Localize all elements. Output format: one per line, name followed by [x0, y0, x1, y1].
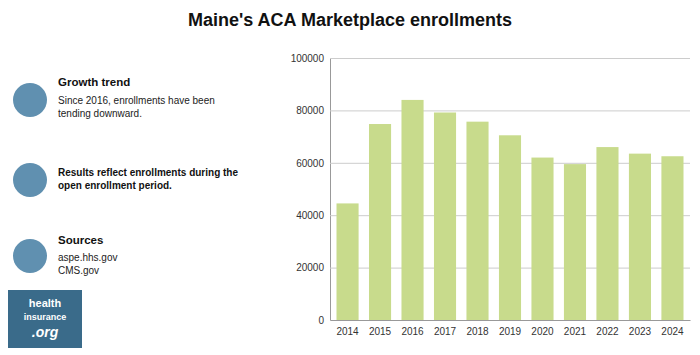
y-tick-label: 60000 — [296, 158, 324, 169]
x-tick: 2015 — [369, 320, 392, 337]
x-tick: 2021 — [564, 320, 587, 337]
x-tick-label: 2018 — [466, 326, 489, 337]
x-tick: 2023 — [629, 320, 652, 337]
x-tick-label: 2019 — [499, 326, 522, 337]
annotation-title-line: Results reflect enrollments during the — [58, 167, 238, 178]
x-tick: 2020 — [531, 320, 554, 337]
y-axis: 0 20000 40000 60000 80000 100000 — [291, 53, 690, 326]
x-tick: 2014 — [336, 320, 359, 337]
annotation-icon — [13, 83, 47, 117]
bar — [531, 158, 553, 320]
x-tick: 2018 — [466, 320, 489, 337]
logo-text-line: insurance — [24, 312, 67, 322]
y-tick-label: 0 — [318, 315, 324, 326]
bar — [661, 156, 683, 320]
bar — [499, 135, 521, 320]
x-tick-label: 2023 — [629, 326, 652, 337]
x-tick-label: 2022 — [596, 326, 619, 337]
annotation-title: Sources — [58, 234, 103, 246]
bars — [336, 100, 683, 320]
x-tick: 2022 — [596, 320, 619, 337]
annotation-title-line: open enrollment period. — [58, 180, 172, 191]
annotation-panel: Growth trend Since 2016, enrollments have… — [13, 76, 238, 276]
x-axis-line — [331, 320, 691, 321]
logo-text-line: .org — [32, 324, 59, 340]
grid-line — [330, 58, 690, 59]
grid-line — [330, 320, 690, 321]
y-tick-label: 20000 — [296, 262, 324, 273]
logo-text-line: health — [29, 297, 62, 309]
annotation-text: Since 2016, enrollments have been tending… — [58, 95, 215, 119]
y-tick: 80000 — [296, 105, 690, 116]
annotation-icon — [13, 239, 47, 273]
x-axis: 2014 2015 2016 2017 2018 2019 2020 2021 2022 2023… — [331, 320, 691, 337]
annotation-text-line: CMS.gov — [58, 265, 99, 276]
y-tick-label: 80000 — [296, 105, 324, 116]
bar — [434, 112, 456, 320]
y-tick: 100000 — [291, 53, 690, 64]
annotation-icon — [13, 163, 47, 197]
bar — [596, 147, 618, 320]
annotation-title: Results reflect enrollments during the op… — [58, 167, 238, 191]
grid-line — [330, 110, 690, 111]
plot: 0200004000060000800001000002014201520162… — [291, 53, 691, 337]
x-tick-label: 2015 — [369, 326, 392, 337]
logo-text: health insurance .org — [24, 297, 67, 340]
x-tick-label: 2021 — [564, 326, 587, 337]
x-tick-label: 2014 — [336, 326, 359, 337]
x-tick-label: 2016 — [401, 326, 424, 337]
x-tick-label: 2020 — [531, 326, 554, 337]
x-tick: 2016 — [401, 320, 424, 337]
logo: health insurance .org — [8, 290, 82, 348]
y-axis-line — [331, 59, 691, 321]
bar — [564, 164, 586, 320]
chart: Maine's ACA Marketplace enrollments Growt… — [0, 0, 700, 355]
annotation-title-line: Sources — [58, 234, 103, 246]
annotation-title: Growth trend — [58, 76, 130, 88]
logo-box — [8, 290, 82, 348]
bar — [401, 100, 423, 320]
bar — [466, 122, 488, 320]
x-tick: 2019 — [499, 320, 522, 337]
bar — [336, 203, 358, 320]
x-tick: 2017 — [434, 320, 457, 337]
title: Maine's ACA Marketplace enrollments — [188, 10, 512, 30]
bar — [369, 124, 391, 320]
annotation-text-line: aspe.hhs.gov — [58, 252, 118, 263]
x-tick: 2024 — [661, 320, 684, 337]
annotation-title-line: Growth trend — [58, 76, 130, 88]
annotation-text: aspe.hhs.gov CMS.gov — [58, 252, 118, 276]
annotation-text-line: tending downward. — [58, 108, 142, 119]
x-tick-label: 2024 — [661, 326, 684, 337]
x-tick-label: 2017 — [434, 326, 457, 337]
bar — [629, 154, 651, 320]
annotation-text-line: Since 2016, enrollments have been — [58, 95, 215, 106]
y-tick-label: 100000 — [291, 53, 325, 64]
y-tick-label: 40000 — [296, 210, 324, 221]
